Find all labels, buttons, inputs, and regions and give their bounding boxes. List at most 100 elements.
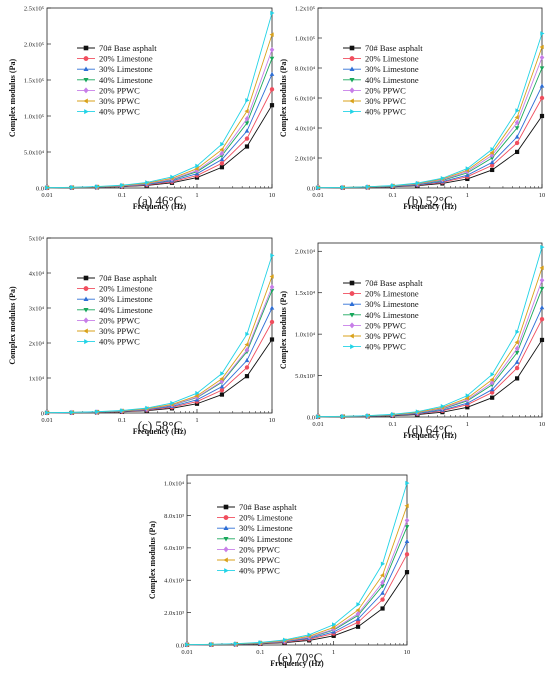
series-line [46, 276, 273, 414]
series-3 [44, 71, 275, 190]
legend-label: 30% PPWC [99, 326, 140, 336]
series-1 [315, 337, 545, 419]
x-tick-label: 10 [269, 192, 276, 199]
data-point [489, 387, 495, 392]
legend-label: 20% PPWC [365, 320, 406, 330]
data-point [380, 590, 385, 595]
x-tick-label: 0.1 [389, 421, 397, 428]
legend-label: 20% Limestone [365, 54, 419, 64]
series-line [186, 482, 408, 646]
data-point [194, 393, 199, 399]
data-point [145, 180, 150, 185]
series-line [46, 89, 273, 189]
data-point [539, 337, 545, 343]
data-point [270, 10, 275, 16]
y-tick-label: 8.0x10⁴ [295, 65, 316, 72]
data-point [539, 113, 545, 119]
legend-label: 20% Limestone [99, 284, 153, 294]
data-point [244, 347, 250, 353]
data-point [269, 103, 275, 108]
series-5 [315, 54, 545, 191]
series-5 [44, 47, 275, 191]
data-point [219, 387, 225, 393]
x-tick-label: 1 [466, 421, 469, 428]
data-point [489, 390, 495, 395]
y-tick-label: 6.0x10⁴ [295, 95, 316, 102]
series-6 [44, 274, 274, 416]
legend-marker [349, 98, 354, 104]
data-point [514, 126, 520, 131]
y-axis-label: Complex modulus (Pa) [279, 291, 288, 370]
series-2 [315, 95, 545, 191]
data-point [415, 409, 421, 414]
legend-label: 30% Limestone [239, 523, 293, 533]
y-tick-label: 1.0x10⁵ [295, 35, 315, 42]
y-tick-label: 1.5x10⁴ [295, 290, 316, 297]
data-point [540, 244, 545, 250]
x-tick-label: 0.01 [41, 192, 52, 199]
series-1 [44, 337, 275, 415]
legend-marker [83, 286, 89, 292]
legend-label: 30% Limestone [365, 64, 419, 74]
data-point [244, 121, 250, 126]
series-4 [315, 66, 545, 191]
x-tick-label: 10 [539, 192, 546, 199]
legend-marker [349, 333, 354, 339]
x-tick-label: 0.1 [118, 417, 126, 424]
legend-label: 30% PPWC [365, 96, 406, 106]
legend-marker [84, 339, 89, 345]
data-point [515, 149, 520, 155]
data-point [440, 403, 445, 409]
data-point [331, 625, 336, 630]
y-tick-label: 2.0x10⁵ [24, 41, 44, 48]
x-tick-label: 1 [195, 192, 198, 199]
legend-marker [350, 109, 355, 115]
plot-frame [317, 242, 543, 418]
chart-panel-2: 0.01 0.1 1 10 0.0 2.0x10⁴ 4.0x10⁴ 6.0x10⁴ 8.0x10… [279, 5, 545, 211]
data-point [219, 392, 225, 397]
y-tick-label: 1.0x10⁵ [24, 113, 44, 120]
data-point [380, 572, 385, 578]
series-line [317, 57, 543, 189]
y-tick-label: 1x10⁴ [29, 375, 45, 382]
series-5 [184, 517, 410, 648]
data-point [489, 379, 495, 386]
legend-marker [349, 291, 355, 297]
data-point [514, 115, 519, 120]
data-point [539, 277, 545, 284]
data-point [405, 480, 410, 486]
series-6 [184, 503, 409, 648]
data-point [245, 331, 250, 337]
data-point [219, 161, 225, 166]
y-tick-label: 2.5x10⁵ [24, 5, 44, 12]
series-line [317, 115, 543, 189]
legend-label: 20% Limestone [365, 289, 419, 299]
y-tick-label: 1.0x10⁴ [295, 331, 316, 338]
legend-label: 30% PPWC [99, 96, 140, 106]
data-point [489, 377, 494, 382]
legend-marker [83, 77, 89, 83]
legend-label: 40% Limestone [239, 534, 293, 544]
y-tick-label: 2.0x10⁴ [295, 249, 316, 256]
data-point [219, 156, 225, 162]
legend-label: 40% Limestone [365, 310, 419, 320]
data-point [283, 637, 288, 643]
series-line [317, 280, 543, 418]
series-line [186, 526, 408, 646]
legend-label: 40% PPWC [99, 337, 140, 347]
series-line [317, 247, 543, 418]
data-point [366, 184, 371, 190]
data-point [514, 365, 520, 371]
data-point [380, 561, 386, 567]
x-tick-label: 0.1 [389, 192, 397, 199]
data-point [464, 395, 470, 401]
legend-label: 70# Base asphalt [239, 502, 297, 512]
chart-panel-5: 0.01 0.1 1 10 0.0 2.0x10³ 4.0x10³ 6.0x10³ 8.0x10… [148, 474, 410, 668]
data-point [245, 98, 250, 103]
legend-label: 20% PPWC [99, 85, 140, 95]
data-point [366, 413, 371, 418]
legend-label: 30% Limestone [99, 64, 153, 74]
